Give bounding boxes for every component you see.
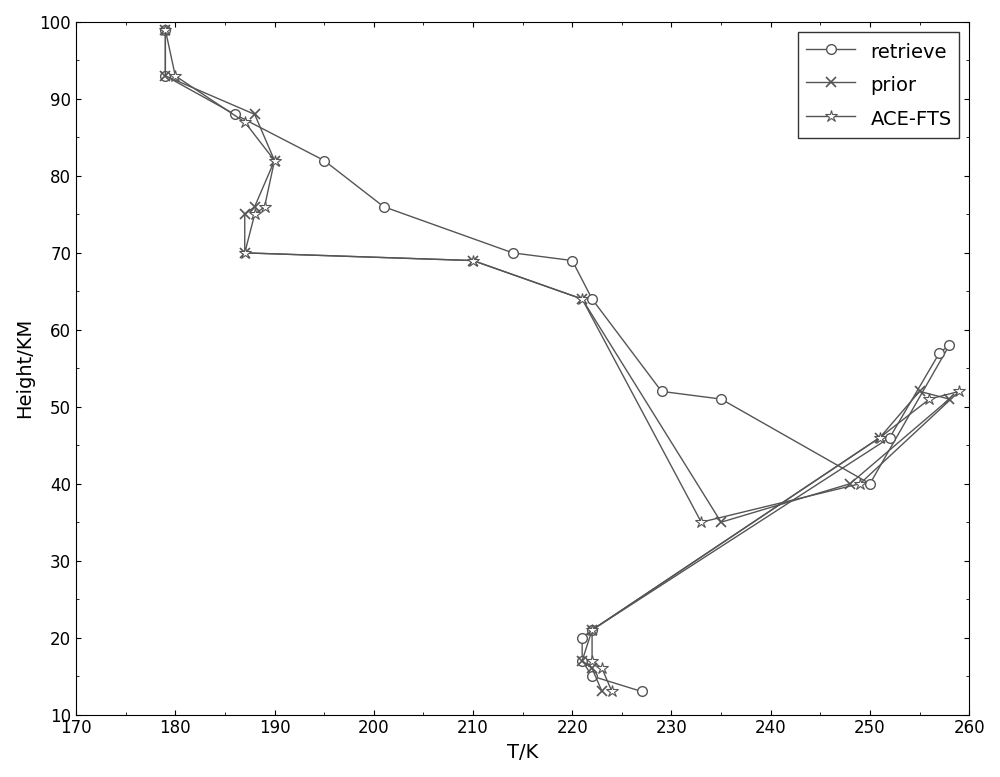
prior bbox=[159, 25, 171, 34]
ACE-FTS bbox=[467, 256, 479, 265]
retrieve bbox=[636, 687, 648, 696]
retrieve bbox=[884, 433, 896, 442]
ACE-FTS bbox=[606, 687, 618, 696]
ACE-FTS bbox=[586, 625, 598, 635]
retrieve bbox=[586, 625, 598, 635]
prior bbox=[239, 210, 251, 219]
retrieve bbox=[378, 202, 390, 211]
retrieve bbox=[656, 387, 668, 396]
retrieve bbox=[159, 71, 171, 81]
ACE-FTS bbox=[953, 387, 965, 396]
prior bbox=[576, 294, 588, 304]
Line: prior: prior bbox=[160, 25, 954, 696]
Y-axis label: Height/KM: Height/KM bbox=[15, 318, 34, 419]
prior bbox=[715, 517, 727, 527]
prior bbox=[467, 256, 479, 265]
retrieve bbox=[933, 348, 945, 357]
ACE-FTS bbox=[239, 117, 251, 127]
prior bbox=[914, 387, 926, 396]
ACE-FTS bbox=[923, 395, 935, 404]
prior bbox=[249, 202, 261, 211]
retrieve bbox=[507, 248, 519, 257]
prior bbox=[249, 110, 261, 119]
retrieve bbox=[943, 340, 955, 350]
Legend: retrieve, prior, ACE-FTS: retrieve, prior, ACE-FTS bbox=[798, 32, 959, 138]
ACE-FTS bbox=[576, 294, 588, 304]
retrieve bbox=[159, 25, 171, 34]
ACE-FTS bbox=[259, 202, 271, 211]
prior bbox=[576, 656, 588, 665]
ACE-FTS bbox=[249, 210, 261, 219]
retrieve bbox=[586, 294, 598, 304]
retrieve bbox=[864, 479, 876, 489]
retrieve bbox=[576, 656, 588, 665]
ACE-FTS bbox=[169, 71, 181, 81]
ACE-FTS bbox=[269, 156, 281, 166]
ACE-FTS bbox=[239, 248, 251, 257]
ACE-FTS bbox=[586, 656, 598, 665]
retrieve bbox=[318, 156, 330, 166]
prior bbox=[596, 687, 608, 696]
retrieve bbox=[715, 395, 727, 404]
ACE-FTS bbox=[596, 664, 608, 673]
X-axis label: T/K: T/K bbox=[507, 743, 538, 762]
prior bbox=[159, 71, 171, 81]
Line: retrieve: retrieve bbox=[160, 25, 954, 696]
ACE-FTS bbox=[695, 517, 707, 527]
retrieve bbox=[576, 633, 588, 643]
prior bbox=[586, 664, 598, 673]
retrieve bbox=[586, 671, 598, 681]
retrieve bbox=[566, 256, 578, 265]
ACE-FTS bbox=[874, 433, 886, 442]
prior bbox=[874, 433, 886, 442]
ACE-FTS bbox=[854, 479, 866, 489]
ACE-FTS bbox=[159, 25, 171, 34]
Line: ACE-FTS: ACE-FTS bbox=[159, 23, 966, 698]
prior bbox=[943, 395, 955, 404]
retrieve bbox=[229, 110, 241, 119]
prior bbox=[844, 479, 856, 489]
prior bbox=[239, 248, 251, 257]
prior bbox=[269, 156, 281, 166]
prior bbox=[586, 625, 598, 635]
